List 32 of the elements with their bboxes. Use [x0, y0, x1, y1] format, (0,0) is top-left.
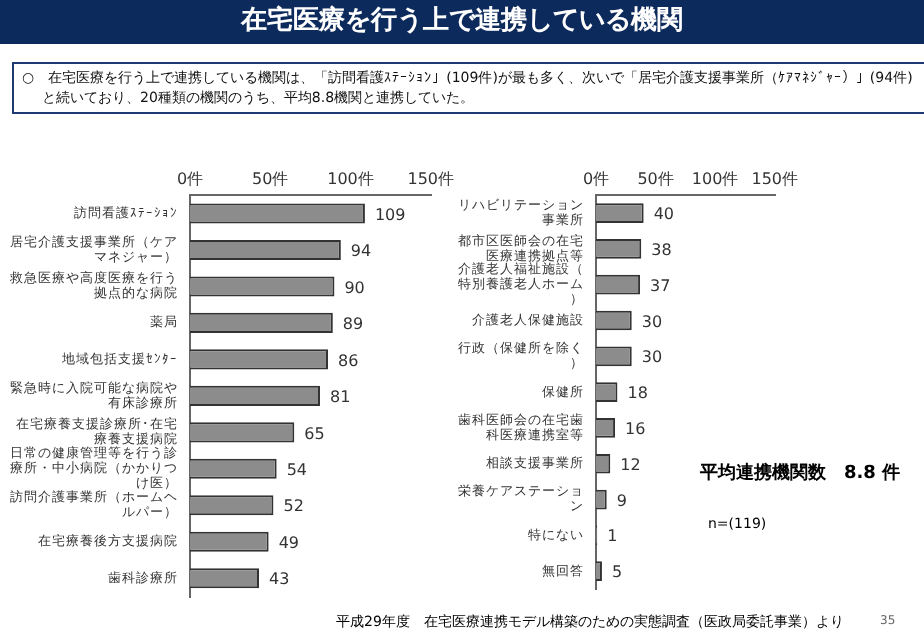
- data-label: 89: [342, 315, 364, 334]
- x-tick-label: 150件: [407, 169, 455, 188]
- data-label: 90: [344, 278, 365, 297]
- data-label: 65: [304, 424, 325, 443]
- data-label: 1: [607, 527, 618, 546]
- x-tick-label: 100件: [691, 169, 739, 188]
- annotation: 平均連携機関数 8.8 件: [700, 460, 901, 486]
- chart-title: 在宅医療を行う上で連携している機関: [0, 0, 924, 44]
- data-label: 86: [338, 351, 359, 370]
- data-label: 81: [329, 388, 351, 407]
- data-label: 94: [350, 242, 372, 261]
- data-label: 38: [651, 241, 672, 260]
- x-tick-label: 50件: [637, 169, 674, 188]
- data-label: 109: [374, 205, 406, 224]
- data-label: 52: [283, 497, 304, 516]
- x-tick-label: 0件: [176, 169, 204, 188]
- x-tick-label: 0件: [582, 169, 610, 188]
- data-label: 40: [653, 205, 675, 224]
- data-label: 37: [650, 276, 671, 295]
- data-label: 5: [611, 563, 623, 582]
- data-label: 12: [620, 455, 641, 474]
- data-label: 43: [269, 570, 290, 589]
- data-label: 30: [641, 348, 663, 367]
- data-label: 16: [625, 420, 646, 439]
- x-tick-label: 50件: [252, 169, 289, 188]
- data-label: 30: [641, 312, 663, 331]
- data-label: 9: [616, 491, 627, 510]
- data-label: 54: [286, 460, 308, 479]
- x-tick-label: 100件: [327, 169, 374, 188]
- x-tick-label: 150件: [751, 169, 799, 188]
- data-label: 18: [627, 384, 648, 403]
- data-label: 49: [278, 533, 300, 552]
